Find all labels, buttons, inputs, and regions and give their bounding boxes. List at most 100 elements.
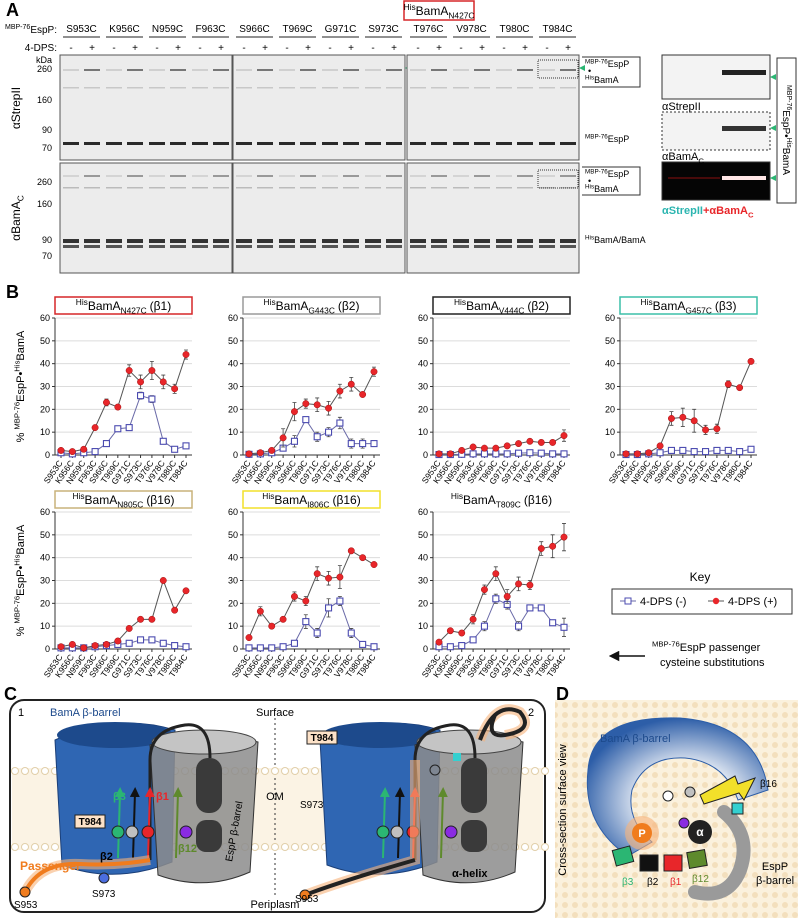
lane-group-label: S966C (239, 24, 270, 35)
bama-rim (57, 722, 173, 748)
band (106, 187, 122, 189)
residue-label: S973 (300, 800, 324, 811)
blot-label: αStrepII (9, 87, 23, 129)
band (431, 187, 447, 189)
strand (148, 723, 212, 860)
y-tick-label: 30 (40, 382, 50, 392)
point (290, 639, 299, 647)
band (63, 245, 79, 248)
point (148, 636, 156, 644)
lipid-head (291, 767, 299, 775)
y-tick-label: 30 (228, 576, 238, 586)
point (313, 433, 321, 441)
point (279, 434, 287, 442)
band (300, 69, 316, 71)
lane-sign: + (175, 43, 181, 54)
band (431, 175, 447, 177)
title-frame (54, 296, 193, 315)
point (182, 442, 190, 450)
residue (678, 817, 690, 829)
chart-title-part: BamA (276, 299, 309, 313)
y-tick-label: 0 (233, 644, 238, 654)
band (170, 187, 186, 189)
y-tick-label: 0 (423, 450, 428, 460)
point (526, 581, 534, 589)
lipid-head (301, 843, 309, 851)
band (517, 175, 533, 177)
lipid-head (251, 843, 259, 851)
point (492, 595, 500, 603)
lane-sign: + (391, 43, 397, 54)
point (256, 644, 264, 652)
legend-marker (624, 597, 632, 605)
chart-title-part: His (641, 297, 653, 307)
band (213, 187, 229, 189)
strand-label: β12 (692, 874, 709, 885)
band (343, 239, 359, 243)
complex-label: MBP-76EspP (585, 58, 629, 69)
point (125, 367, 133, 374)
band (343, 142, 359, 145)
point (68, 640, 76, 648)
point (435, 450, 443, 458)
legend-marker (712, 597, 720, 605)
lane-sign: + (436, 43, 442, 54)
dps-row-label: 4-DPS: (25, 43, 57, 54)
point (182, 587, 190, 595)
chart-title-part: (β1) (150, 299, 172, 313)
mw-marker: 260 (37, 177, 52, 187)
chart-title-part: His (72, 491, 84, 501)
lipid-head (261, 843, 269, 851)
band (365, 69, 381, 71)
lane-group-label: T969C (282, 24, 312, 35)
point (503, 442, 511, 450)
inset-label: αBamAC (662, 151, 704, 165)
lipid-head (521, 843, 529, 851)
point (290, 437, 299, 445)
band (539, 175, 555, 177)
point (526, 449, 534, 457)
helix (461, 758, 487, 813)
lane-sign: + (479, 43, 485, 54)
band (84, 245, 100, 248)
header-part: N427C (448, 11, 474, 21)
band (474, 87, 490, 89)
band (453, 175, 469, 177)
band (322, 187, 338, 189)
helix-label: α-helix (452, 868, 488, 880)
point (125, 639, 133, 647)
lipid-head (541, 767, 549, 775)
lane-sign: - (328, 43, 331, 54)
strand-label: β2 (647, 877, 659, 888)
merge-label: αStrepII+αBamAC (662, 205, 754, 219)
band (127, 142, 143, 145)
chart-title-part: G443C (308, 306, 335, 316)
lane-sign: + (348, 43, 354, 54)
y-tick-label: 60 (605, 313, 615, 323)
lane-sign: + (262, 43, 268, 54)
band (453, 142, 469, 145)
point (446, 450, 454, 458)
label-box (74, 814, 106, 829)
panel-label: D (556, 684, 569, 704)
y-tick-label: 10 (40, 621, 50, 631)
cyan-mark (453, 753, 461, 761)
y-tick-label: 60 (228, 507, 238, 517)
point (148, 395, 156, 403)
point (480, 622, 489, 630)
residue (429, 764, 441, 776)
band (236, 69, 252, 71)
band (236, 239, 252, 243)
band (300, 187, 316, 189)
beta-arrow (437, 787, 448, 859)
y-tick-label: 10 (418, 621, 428, 631)
band (84, 69, 100, 71)
lane-sign: - (285, 43, 288, 54)
chart-title: HisBamAN427C (β1) (76, 297, 171, 315)
lane-sign: + (305, 43, 311, 54)
point (268, 644, 276, 652)
chart-title-part: BamA (274, 493, 307, 507)
band (236, 142, 252, 145)
point (171, 642, 179, 650)
point (549, 619, 557, 627)
